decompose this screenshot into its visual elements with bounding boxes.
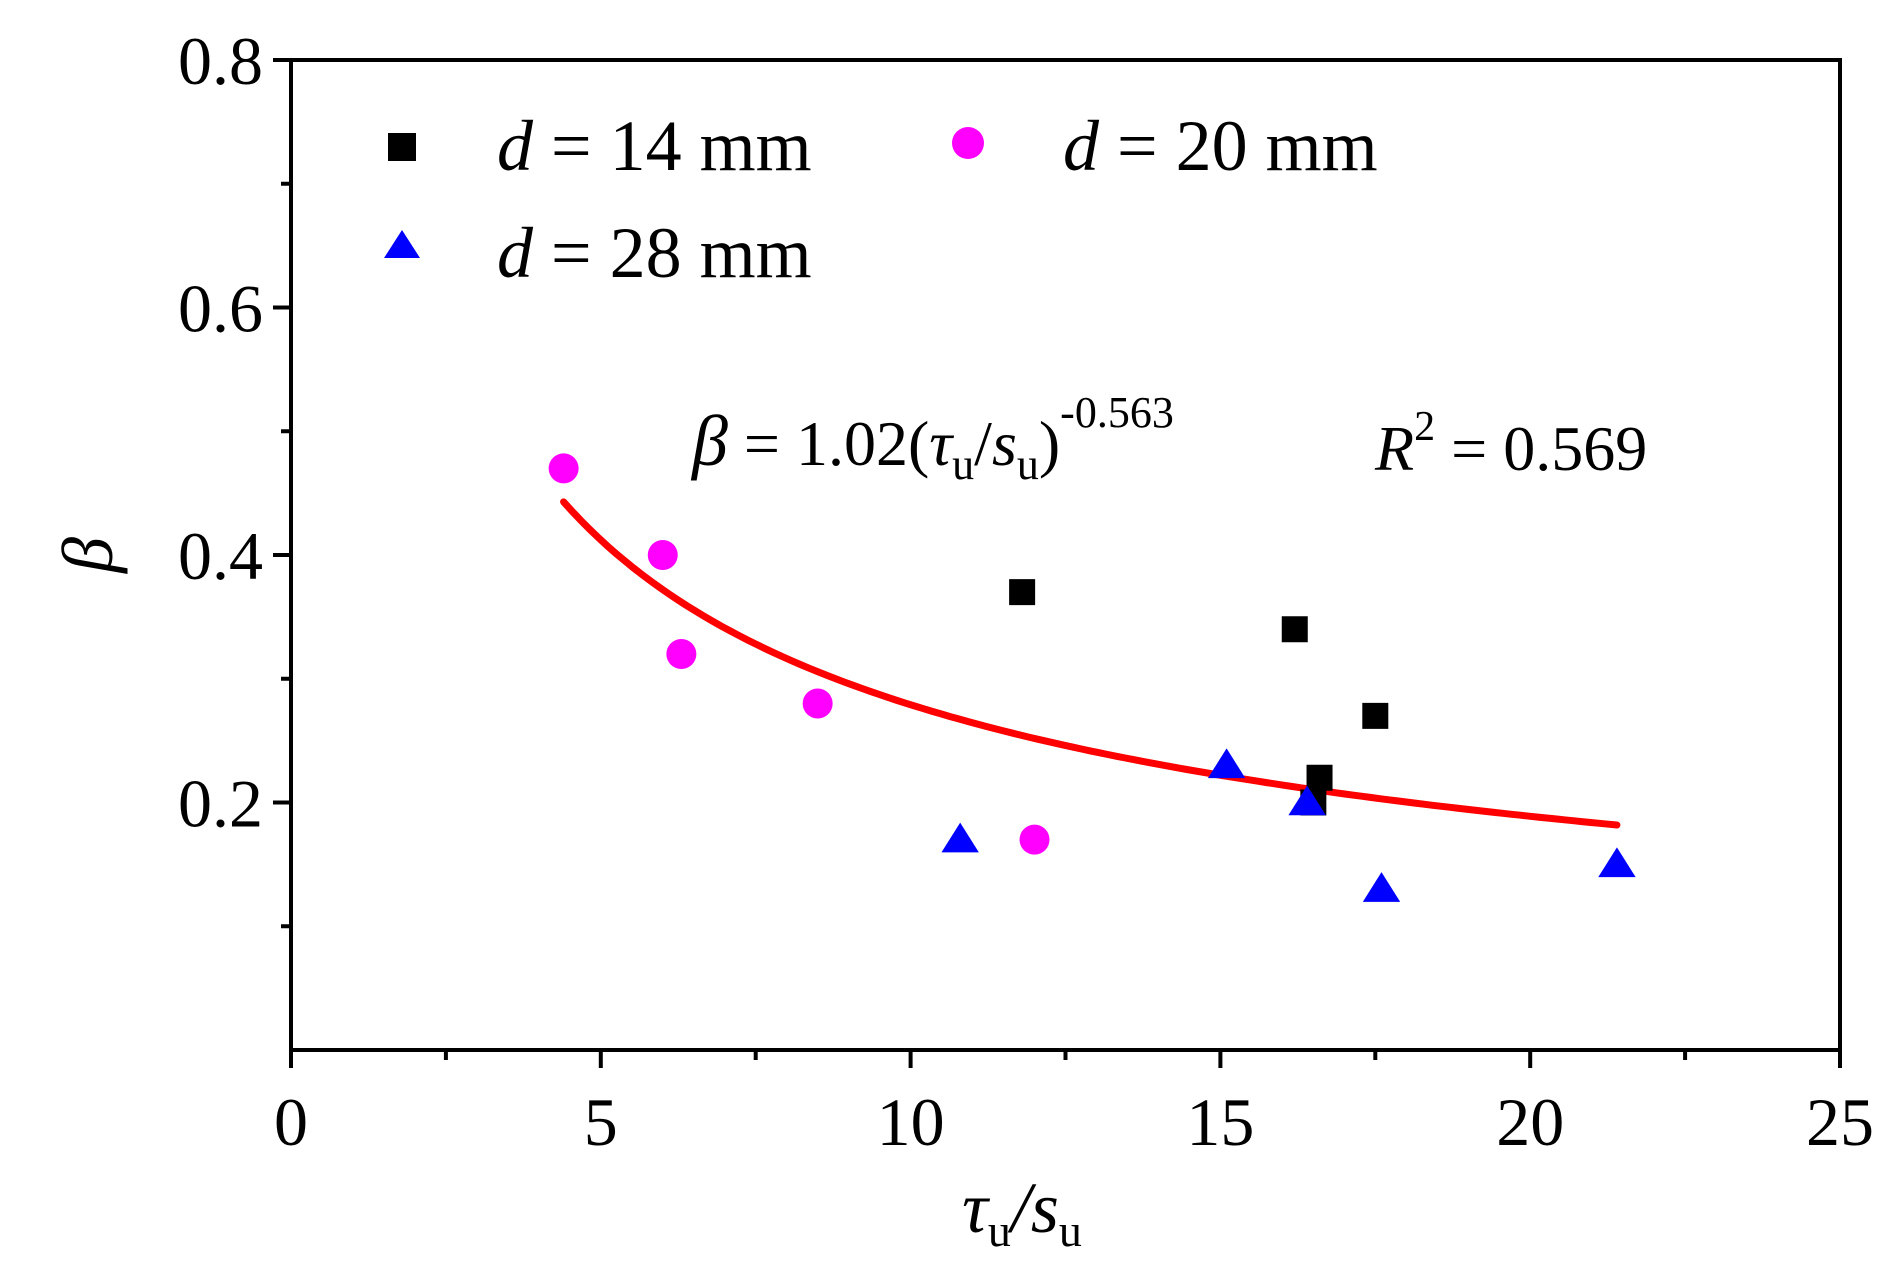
marker-d-14-mm-2 bbox=[1281, 616, 1308, 643]
marker-d-14-mm-3 bbox=[1362, 702, 1389, 729]
y-axis-title: β bbox=[48, 537, 128, 575]
fit-layer bbox=[560, 498, 1621, 829]
eq-r: R bbox=[1374, 413, 1414, 484]
x-title-sub1: u bbox=[988, 1205, 1011, 1256]
x-tick-label-0: 0 bbox=[274, 1084, 308, 1160]
x-title-tau: τ bbox=[962, 1168, 990, 1248]
legend-marker-d14 bbox=[388, 133, 416, 161]
eq-sub1: u bbox=[952, 440, 974, 489]
legend-marker-d20 bbox=[952, 127, 984, 159]
x-axis-ticks: 0 5 10 15 20 25 bbox=[274, 1050, 1874, 1160]
legend-label-d14: d = 14 mm bbox=[497, 106, 812, 186]
x-tick-label-25: 25 bbox=[1806, 1084, 1874, 1160]
marker-d-14-mm-1 bbox=[1009, 579, 1036, 606]
fit-r-squared: R2 = 0.569 bbox=[1374, 404, 1647, 484]
eq-s: s bbox=[992, 408, 1017, 479]
y-tick-label-0.2: 0.2 bbox=[178, 766, 263, 842]
legend-label-d28-rest: = 28 mm bbox=[533, 213, 812, 293]
eq-exponent: -0.563 bbox=[1060, 388, 1174, 437]
y-tick-label-0.4: 0.4 bbox=[178, 518, 263, 594]
marker-d-14-mm-4 bbox=[1306, 764, 1333, 791]
x-axis-title: τu/su bbox=[962, 1168, 1082, 1256]
eq-coef: = 1.02( bbox=[728, 408, 929, 479]
marker-d-28-mm-1 bbox=[941, 822, 979, 853]
x-tick-label-5: 5 bbox=[584, 1084, 618, 1160]
fit-equation: β = 1.02(τu/su)-0.563 bbox=[690, 388, 1174, 489]
marker-d-20-mm-1 bbox=[548, 453, 579, 484]
eq-r-value: = 0.569 bbox=[1435, 413, 1647, 484]
y-tick-label-0.8: 0.8 bbox=[178, 23, 263, 99]
legend-marker-d28 bbox=[384, 230, 420, 258]
legend-label-d28: d = 28 mm bbox=[497, 213, 812, 293]
marker-d-20-mm-2 bbox=[647, 540, 678, 570]
legend: d = 14 mm d = 20 mm d = 28 mm bbox=[384, 106, 1378, 293]
eq-r-exp: 2 bbox=[1414, 404, 1435, 450]
y-tick-label-0.6: 0.6 bbox=[178, 271, 263, 347]
eq-close: ) bbox=[1039, 408, 1060, 479]
eq-tau: τ bbox=[929, 408, 954, 479]
legend-label-d20: d = 20 mm bbox=[1063, 106, 1378, 186]
eq-beta: β bbox=[690, 401, 728, 481]
marker-d-20-mm-5 bbox=[1019, 824, 1050, 855]
y-axis-ticks: 0.2 0.4 0.6 0.8 bbox=[178, 23, 291, 929]
legend-label-d14-var: d bbox=[497, 106, 534, 186]
x-tick-label-15: 15 bbox=[1186, 1084, 1254, 1160]
x-title-sub2: u bbox=[1059, 1205, 1082, 1256]
eq-slash: / bbox=[974, 408, 992, 479]
eq-sub2: u bbox=[1017, 440, 1039, 489]
x-tick-label-10: 10 bbox=[877, 1084, 945, 1160]
legend-label-d20-var: d bbox=[1063, 106, 1100, 186]
marker-d-28-mm-4 bbox=[1362, 872, 1401, 902]
marker-d-20-mm-4 bbox=[802, 688, 833, 719]
marker-d-28-mm-5 bbox=[1598, 847, 1636, 878]
marker-d-28-mm-2 bbox=[1207, 748, 1246, 779]
marker-d-28-mm-3 bbox=[1288, 785, 1326, 816]
x-title-slash: /s bbox=[1007, 1168, 1059, 1248]
legend-label-d14-rest: = 14 mm bbox=[533, 106, 812, 186]
fit-curve bbox=[560, 498, 1621, 829]
legend-label-d20-rest: = 20 mm bbox=[1099, 106, 1378, 186]
x-tick-label-20: 20 bbox=[1496, 1084, 1564, 1160]
data-markers bbox=[548, 453, 1636, 902]
legend-label-d28-var: d bbox=[497, 213, 534, 293]
marker-d-20-mm-3 bbox=[666, 639, 697, 669]
